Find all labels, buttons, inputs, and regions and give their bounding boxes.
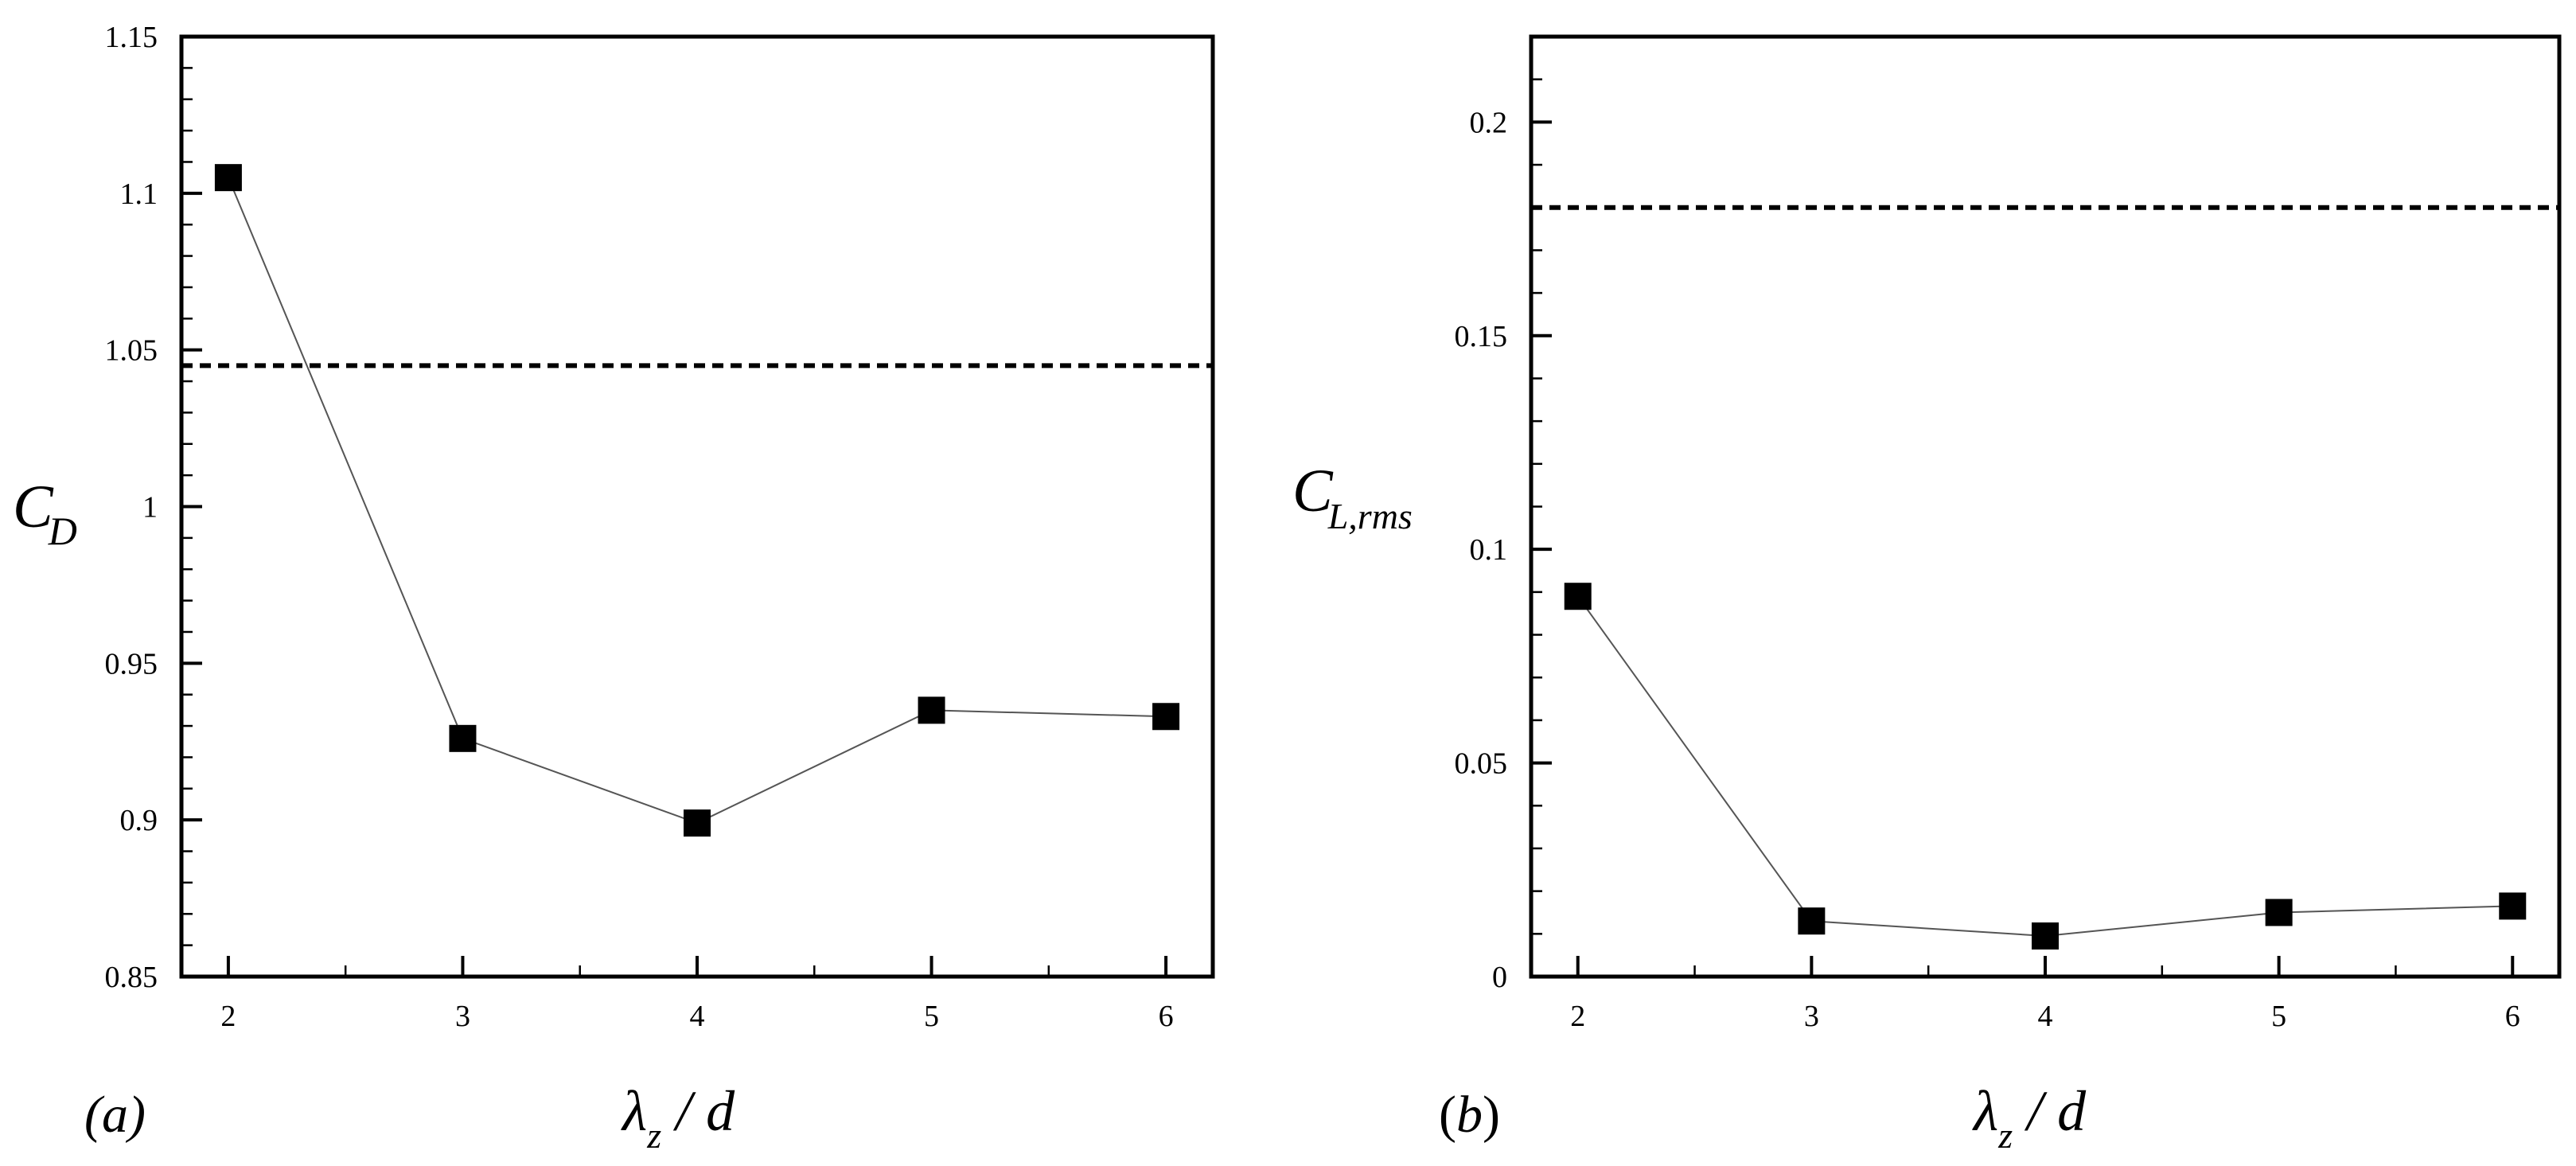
panel-a-data-point — [449, 724, 477, 752]
panel-b-data-point — [2499, 892, 2527, 920]
panel-b-x-tick-label: 6 — [2505, 1000, 2520, 1033]
panel-a-data-point — [918, 696, 945, 724]
panel-b-y-tick-label: 0.2 — [1470, 106, 1508, 139]
panel-a-y-axis-label: CD — [13, 474, 77, 553]
panel-a-plot-frame — [179, 34, 1215, 979]
panel-b-y-axis-label: CL,rms — [1292, 458, 1413, 536]
panel-a-markers — [214, 164, 1180, 837]
panel-b-data-point — [1564, 583, 1592, 610]
panel-a-x-tick-label: 4 — [690, 1000, 705, 1033]
panel-a-y-tick-label: 1.05 — [105, 334, 158, 368]
panel-b-data-point — [2032, 922, 2059, 950]
panel-b-data-point — [1798, 907, 1826, 935]
panel-a-data-point — [684, 809, 711, 837]
panel-b-y-tick-label: 0 — [1492, 961, 1507, 994]
panel-a-y-tick-label: 0.9 — [120, 804, 158, 837]
panel-a-y-tick-labels: 0.85 0.9 0.95 1 1.05 1.1 1.15 — [105, 21, 158, 994]
panel-a-data-point — [1152, 703, 1180, 731]
panel-a-x-tick-label: 6 — [1159, 1000, 1174, 1033]
panel-b-y-tick-label: 0.05 — [1455, 747, 1508, 781]
panel-b-y-tick-label: 0.15 — [1455, 320, 1508, 353]
panel-a-x-tick-labels: 2 3 4 5 6 — [220, 1000, 1173, 1033]
panel-b-markers — [1564, 583, 2527, 950]
panel-a-x-tick-label: 2 — [220, 1000, 236, 1033]
panel-b-major-ticks — [1531, 120, 2515, 978]
panel-a-y-tick-label: 1.1 — [120, 177, 158, 211]
panel-b-x-tick-label: 4 — [2038, 1000, 2053, 1033]
panel-b-x-tick-labels: 2 3 4 5 6 — [1570, 1000, 2520, 1033]
panel-a-x-tick-label: 5 — [924, 1000, 939, 1033]
panel-b-x-tick-label: 5 — [2271, 1000, 2286, 1033]
panel-b-x-tick-label: 3 — [1804, 1000, 1819, 1033]
panel-b-data-point — [2265, 899, 2293, 926]
panel-a-label: (a) — [84, 1086, 146, 1144]
panel-b-y-tick-labels: 0 0.05 0.1 0.15 0.2 — [1455, 106, 1508, 994]
panel-a-y-tick-label: 0.95 — [105, 647, 158, 680]
panel-b-label: (b) — [1439, 1086, 1500, 1144]
panel-b-lift-coefficient-rms: 0 0.05 0.1 0.15 0.2 2 3 4 5 6 CL,rms λz / d (b) — [1292, 34, 2562, 1156]
panel-b-x-tick-label: 2 — [1570, 1000, 1585, 1033]
panel-a-data-point — [214, 164, 242, 192]
panel-b-plot-frame — [1529, 34, 2562, 979]
panel-a-y-tick-label: 0.85 — [105, 961, 158, 994]
panel-b-x-axis-label: λz / d — [1972, 1079, 2087, 1156]
panel-a-x-axis-label: λz / d — [621, 1079, 735, 1156]
panel-a-x-tick-label: 3 — [455, 1000, 470, 1033]
panel-b-y-tick-label: 0.1 — [1470, 533, 1508, 567]
panel-a-y-tick-label: 1.15 — [105, 21, 158, 54]
panel-a-y-tick-label: 1 — [142, 491, 158, 525]
